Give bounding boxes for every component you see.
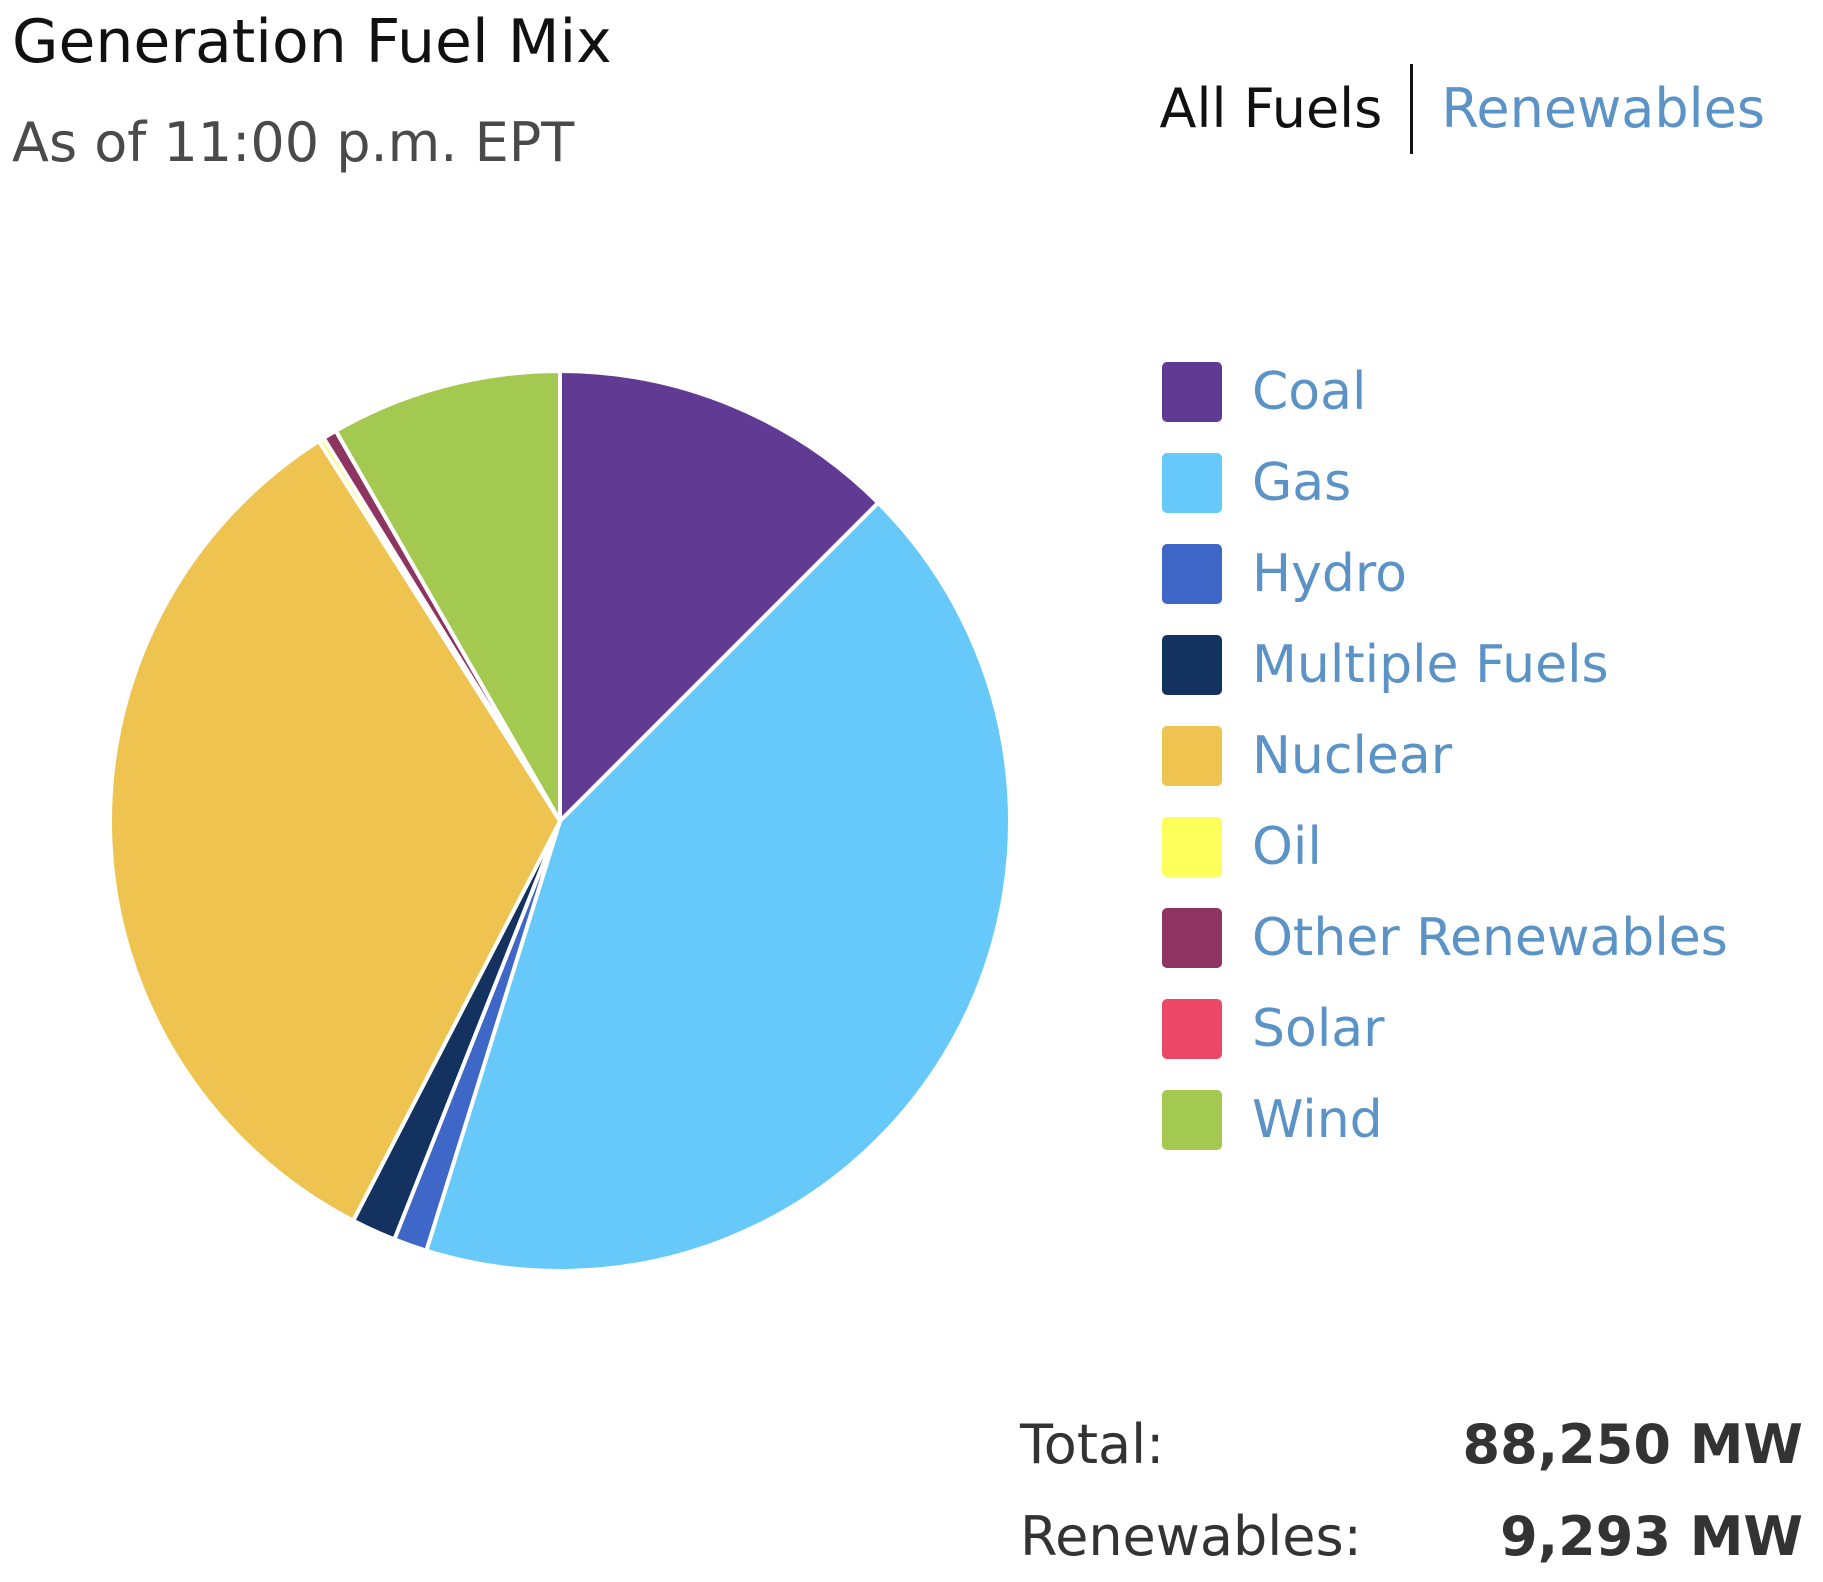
legend-item-hydro[interactable]: Hydro: [1162, 528, 1728, 619]
as-of-timestamp: As of 11:00 p.m. EPT: [12, 111, 575, 174]
total-label: Total:: [1020, 1412, 1165, 1476]
legend-item-gas[interactable]: Gas: [1162, 437, 1728, 528]
renewables-value: 9,293 MW: [1500, 1504, 1803, 1568]
legend-item-solar[interactable]: Solar: [1162, 983, 1728, 1074]
legend-swatch: [1162, 634, 1222, 695]
legend-label: Other Renewables: [1252, 907, 1728, 968]
legend-item-nuclear[interactable]: Nuclear: [1162, 710, 1728, 801]
legend-item-multiple-fuels[interactable]: Multiple Fuels: [1162, 619, 1728, 710]
legend-swatch: [1162, 816, 1222, 877]
chart-legend: Coal Gas Hydro Multiple Fuels Nuclear Oil Othe…: [1162, 346, 1728, 1165]
legend-label: Multiple Fuels: [1252, 634, 1609, 695]
legend-swatch: [1162, 1089, 1222, 1150]
legend-label: Coal: [1252, 361, 1367, 422]
legend-label: Wind: [1252, 1089, 1383, 1150]
legend-item-wind[interactable]: Wind: [1162, 1074, 1728, 1165]
fuel-mix-pie-chart: [108, 369, 1012, 1273]
legend-item-other-renewables[interactable]: Other Renewables: [1162, 892, 1728, 983]
legend-swatch: [1162, 361, 1222, 422]
pie-slice-wind[interactable]: [333, 369, 562, 823]
pie-slice-coal[interactable]: [558, 369, 881, 823]
legend-item-coal[interactable]: Coal: [1162, 346, 1728, 437]
legend-label: Gas: [1252, 452, 1352, 513]
total-row: Total: 88,250 MW: [1020, 1398, 1803, 1490]
legend-label: Solar: [1252, 998, 1385, 1059]
legend-swatch: [1162, 998, 1222, 1059]
renewables-label: Renewables:: [1020, 1504, 1362, 1568]
legend-swatch: [1162, 907, 1222, 968]
legend-item-oil[interactable]: Oil: [1162, 801, 1728, 892]
pie-slice-gas[interactable]: [424, 500, 1012, 1273]
pie-slice-nuclear[interactable]: [108, 439, 562, 1223]
totals-summary: Total: 88,250 MW Renewables: 9,293 MW: [1020, 1398, 1803, 1582]
renewables-row: Renewables: 9,293 MW: [1020, 1490, 1803, 1582]
legend-swatch: [1162, 543, 1222, 604]
all-fuels-tab[interactable]: All Fuels: [1159, 77, 1383, 140]
legend-swatch: [1162, 452, 1222, 513]
legend-label: Hydro: [1252, 543, 1407, 604]
total-value: 88,250 MW: [1462, 1412, 1803, 1476]
legend-label: Nuclear: [1252, 725, 1453, 786]
legend-swatch: [1162, 725, 1222, 786]
legend-label: Oil: [1252, 816, 1322, 877]
toggle-divider: [1410, 64, 1414, 154]
fuel-view-toggle: All Fuels Renewables: [1160, 64, 1765, 154]
renewables-tab[interactable]: Renewables: [1441, 77, 1765, 140]
chart-title: Generation Fuel Mix: [12, 7, 612, 77]
